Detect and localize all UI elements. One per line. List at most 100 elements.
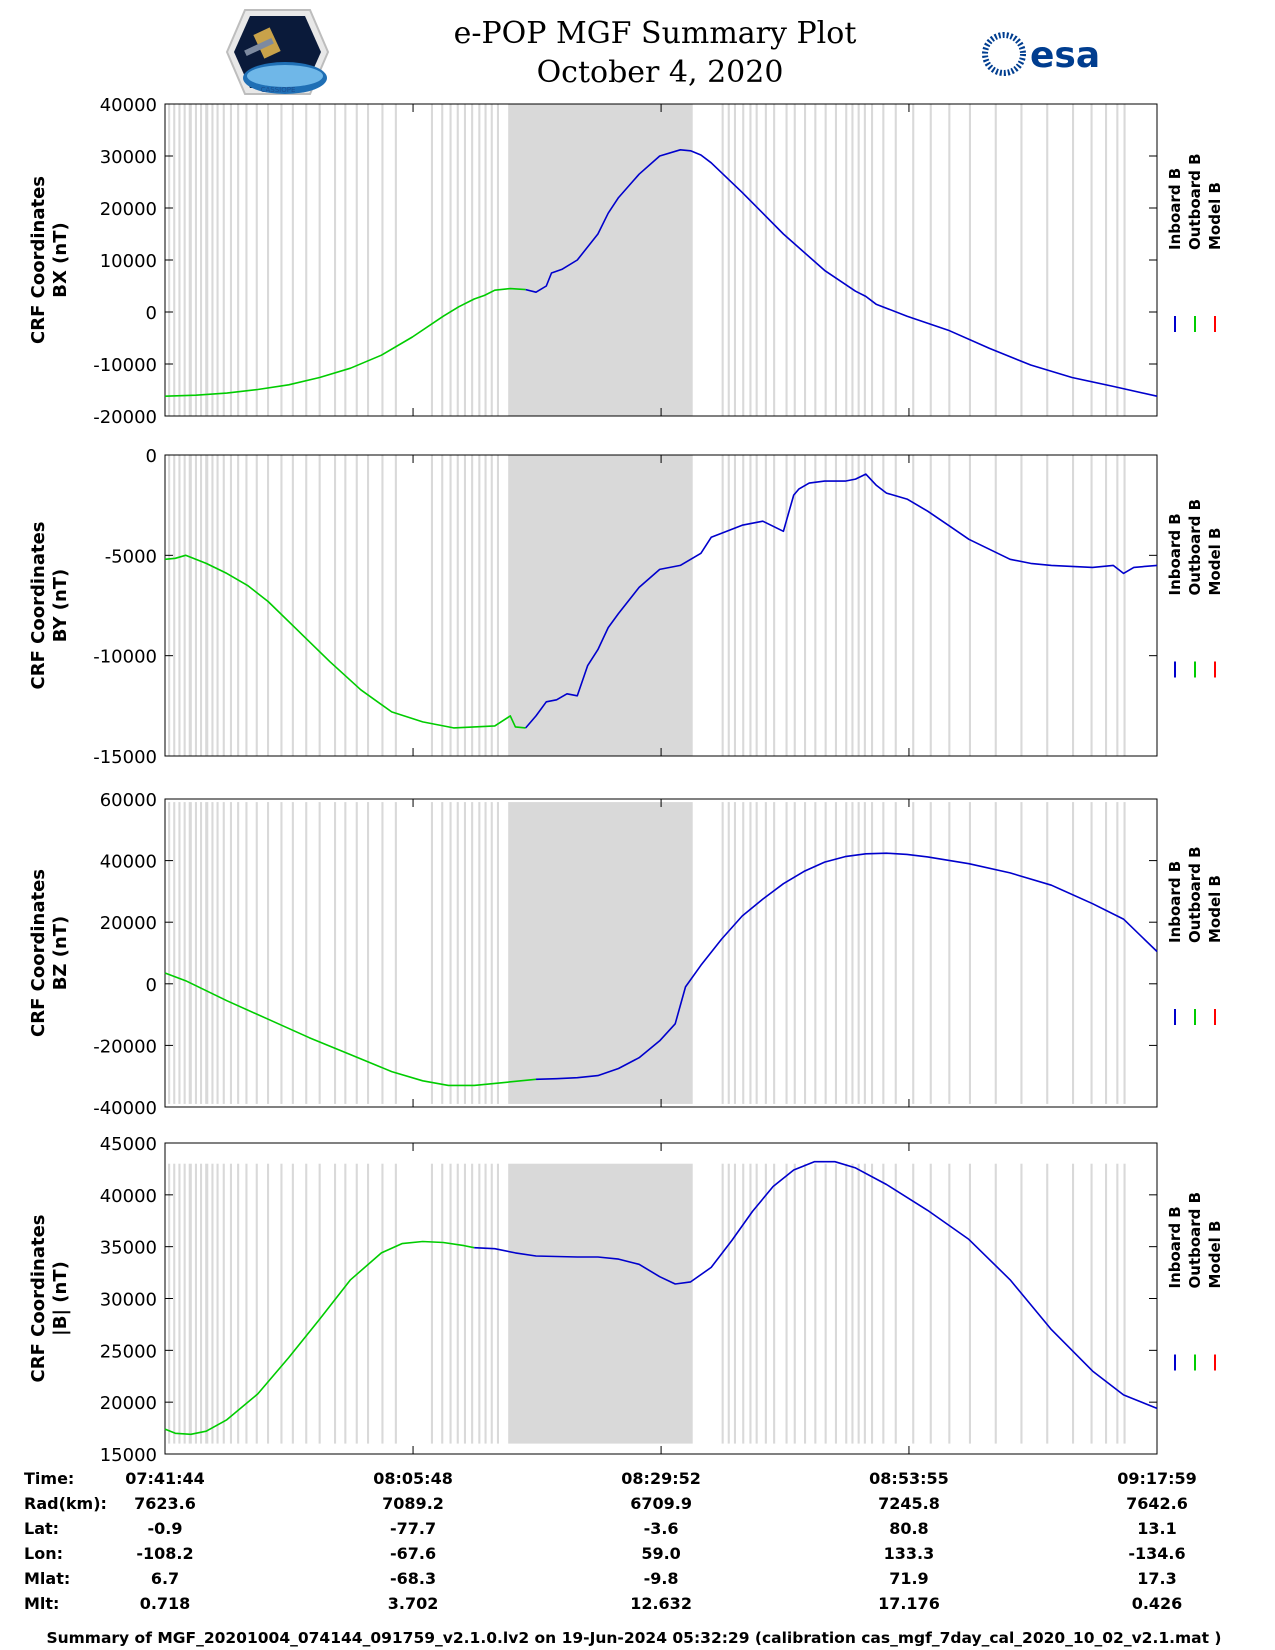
gap-bar: [484, 104, 487, 416]
gap-bar: [200, 802, 203, 1104]
gap-bar: [367, 104, 370, 416]
gap-bar: [463, 455, 466, 756]
ephemeris-value: -68.3: [390, 1569, 436, 1588]
gap-bar: [742, 802, 745, 1104]
gap-bar: [733, 802, 736, 1104]
gap-bar: [929, 104, 932, 416]
gap-bar: [441, 104, 444, 416]
gap-bar: [773, 104, 776, 416]
ephemeris-value: -0.9: [148, 1519, 183, 1538]
gap-bar: [1105, 802, 1108, 1104]
y-tick-label: -20000: [93, 1036, 157, 1057]
legend: Inboard B Outboard B Model B: [1166, 499, 1224, 678]
ephemeris-value: 7642.6: [1126, 1494, 1188, 1513]
gap-bar: [804, 802, 807, 1104]
gap-bar: [1090, 455, 1093, 756]
gap-bar: [237, 802, 240, 1104]
gap-bar: [863, 802, 866, 1104]
gap-bar: [834, 104, 837, 416]
gap-bar: [394, 104, 397, 416]
gap-bar: [496, 1163, 499, 1444]
y-tick-label: 60000: [100, 790, 157, 811]
gap-bar: [1090, 104, 1093, 416]
gap-bar: [733, 104, 736, 416]
gap-bar: [994, 455, 997, 756]
y-axis-label-line1: CRF Coordinates: [28, 869, 49, 1037]
y-axis-label: CRF CoordinatesBZ (nT): [28, 869, 71, 1037]
gap-bar: [994, 1163, 997, 1444]
gap-bar: [178, 104, 181, 416]
ephemeris-value: 3.702: [388, 1594, 439, 1613]
y-tick-label: 20000: [100, 913, 157, 934]
gap-bar: [882, 104, 885, 416]
gap-bar: [334, 802, 337, 1104]
gap-bar: [863, 1163, 866, 1444]
ephemeris-value: 0.718: [140, 1594, 191, 1613]
gap-bar: [334, 1163, 337, 1444]
x-tick-label: 08:05:48: [373, 1469, 453, 1488]
gap-bar: [183, 455, 186, 756]
gap-bar: [478, 1163, 481, 1444]
ephemeris-table: Time: Rad(km): Lat: Lon: Mlat: Mlt: 07:41:44 76…: [24, 1469, 1197, 1613]
ephemeris-value: 0.426: [1132, 1594, 1183, 1613]
gap-bar: [824, 1163, 827, 1444]
data-gap-shading: [168, 455, 1126, 756]
legend: Inboard B Outboard B Model B: [1166, 846, 1224, 1025]
gap-bar: [211, 1163, 214, 1444]
gap-bar: [814, 1163, 817, 1444]
ephemeris-value: -67.6: [390, 1544, 436, 1563]
gap-bar: [727, 455, 730, 756]
gap-bar: [334, 104, 337, 416]
gap-bar: [733, 1163, 736, 1444]
gap-bar: [441, 802, 444, 1104]
gap-bar: [785, 455, 788, 756]
gap-bar: [871, 802, 874, 1104]
y-tick-label: 40000: [100, 95, 157, 116]
gap-bar: [490, 104, 493, 416]
gap-bar: [200, 104, 203, 416]
y-axis-label: CRF CoordinatesBX (nT): [28, 176, 71, 344]
ephemeris-value: 133.3: [884, 1544, 935, 1563]
gap-bar: [183, 802, 186, 1104]
gap-bar: [430, 1163, 433, 1444]
gap-bar: [255, 802, 258, 1104]
gap-bar: [824, 104, 827, 416]
gap-bar: [229, 455, 232, 756]
gap-bar: [496, 455, 499, 756]
series-line-inboard-b: [525, 149, 1158, 397]
gap-bar: [871, 104, 874, 416]
gap-bar: [173, 802, 176, 1104]
gap-bar: [484, 1163, 487, 1444]
gap-bar: [1072, 455, 1075, 756]
gap-bar: [912, 1163, 915, 1444]
gap-bar: [245, 455, 248, 756]
gap-bar: [1105, 1163, 1108, 1444]
gap-bar: [216, 455, 219, 756]
gap-bar: [1123, 1163, 1126, 1444]
gap-bar: [456, 104, 459, 416]
gap-bar: [508, 455, 693, 756]
y-tick-label: -5000: [105, 546, 157, 567]
gap-bar: [508, 104, 693, 416]
y-tick-label: 15000: [100, 1445, 157, 1466]
gap-bar: [773, 455, 776, 756]
gap-bar: [727, 802, 730, 1104]
ephemeris-value: 80.8: [889, 1519, 928, 1538]
y-axis-label-line2: BZ (nT): [50, 916, 71, 991]
ephemeris-value: -9.8: [644, 1569, 679, 1588]
gap-bar: [742, 455, 745, 756]
gap-bar: [1105, 104, 1108, 416]
gap-bar: [478, 802, 481, 1104]
gap-bar: [194, 802, 197, 1104]
gap-bar: [478, 104, 481, 416]
gap-bar: [237, 455, 240, 756]
ephemeris-value: 6.7: [151, 1569, 179, 1588]
gap-bar: [764, 455, 767, 756]
gap-bar: [1046, 104, 1049, 416]
data-gap-shading: [168, 1163, 1126, 1444]
gap-bar: [245, 802, 248, 1104]
gap-bar: [1116, 455, 1119, 756]
gap-bar: [1046, 802, 1049, 1104]
gap-bar: [804, 104, 807, 416]
y-tick-label: 0: [146, 303, 157, 324]
